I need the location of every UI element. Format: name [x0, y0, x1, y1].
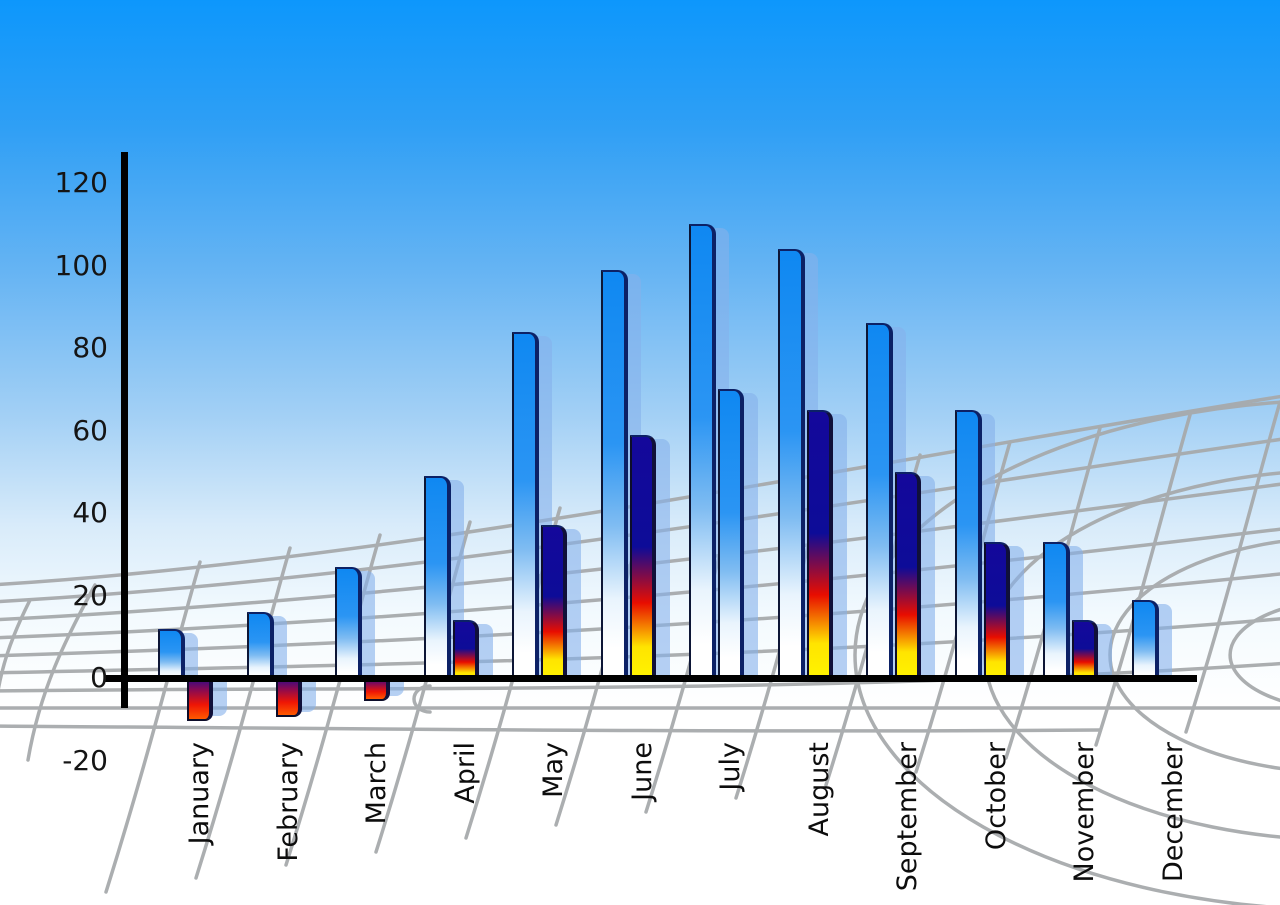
y-tick-label-120: 120 — [54, 166, 108, 199]
month-label-june: June — [626, 742, 658, 801]
bar-secondary-may — [541, 525, 567, 681]
bar-secondary-november — [1072, 620, 1098, 681]
y-tick-label-80: 80 — [72, 331, 108, 364]
bar-secondary-march — [364, 678, 390, 701]
month-label-march: March — [361, 742, 392, 825]
bar-primary-april — [423, 475, 451, 681]
month-label-november: November — [1069, 742, 1100, 883]
bar-primary-october — [954, 409, 982, 681]
bar-primary-march — [335, 566, 362, 681]
bar-primary-august — [777, 249, 805, 681]
y-tick-label-20: 20 — [72, 578, 108, 612]
bar-secondary-july — [718, 389, 744, 681]
bar-secondary-august — [806, 409, 833, 681]
bar-primary-september — [866, 323, 893, 681]
bar-primary-november — [1043, 541, 1070, 681]
bar-primary-february — [246, 612, 274, 681]
y-tick-label-40: 40 — [72, 496, 108, 529]
bar-primary-july — [689, 224, 716, 681]
bar-secondary-april — [452, 620, 479, 681]
y-axis-line — [121, 152, 128, 708]
month-label-may: May — [538, 742, 569, 798]
bar-primary-january — [158, 628, 185, 681]
bar-secondary-june — [629, 434, 656, 681]
bar-secondary-october — [983, 541, 1010, 681]
bar-primary-june — [600, 269, 628, 681]
y-tick-label-0: 0 — [90, 661, 108, 694]
month-label-january: January — [184, 742, 215, 845]
month-label-october: October — [980, 742, 1012, 851]
month-label-august: August — [803, 742, 835, 837]
y-tick-label--20: -20 — [62, 743, 108, 777]
month-label-july: July — [715, 742, 746, 791]
month-label-april: April — [449, 742, 481, 804]
bar-secondary-february — [275, 678, 302, 718]
month-label-december: December — [1157, 742, 1189, 883]
x-axis-line — [105, 675, 1197, 682]
bar-primary-december — [1131, 599, 1159, 681]
bar-primary-may — [512, 331, 539, 681]
bar-secondary-september — [895, 471, 921, 681]
bar-secondary-january — [187, 678, 213, 722]
y-tick-label-60: 60 — [72, 413, 108, 447]
month-label-september: September — [892, 742, 923, 892]
month-label-february: February — [272, 742, 304, 862]
y-tick-label-100: 100 — [54, 248, 108, 282]
